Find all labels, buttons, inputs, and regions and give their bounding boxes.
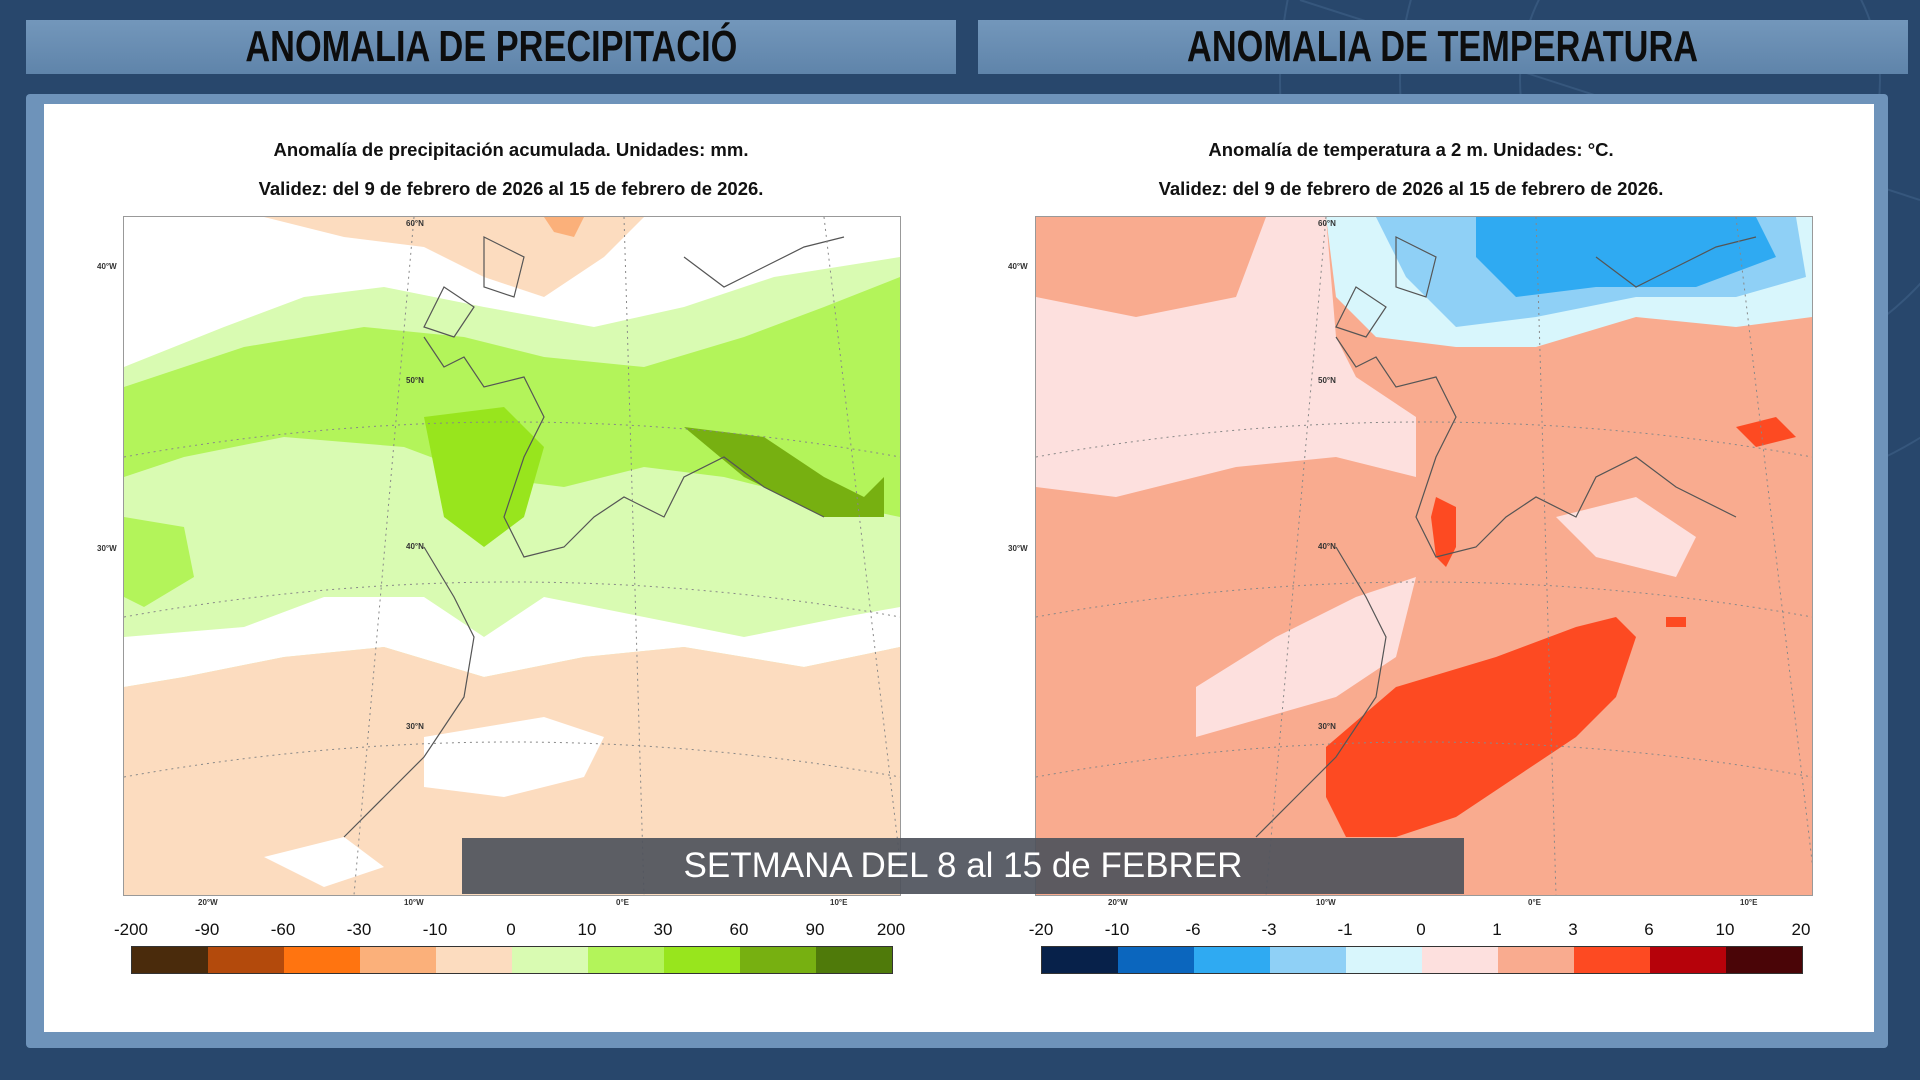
- lon-label-20w: 20°W: [198, 898, 218, 907]
- temp-scale-label: -1: [1337, 920, 1353, 939]
- lat-label-30n: 30°N: [406, 722, 424, 731]
- precip-scale-labels: -200 -90 -60 -30 -10 0 10 30 60 90 200: [114, 920, 905, 940]
- week-caption-text: SETMANA DEL 8 al 15 de FEBRER: [683, 846, 1243, 885]
- precip-scale-label: 60: [729, 920, 749, 939]
- lon-label-10w: 10°W: [404, 898, 424, 907]
- precip-scale-label: -60: [270, 920, 296, 939]
- lat-label-40n: 40°N: [406, 542, 424, 551]
- precip-color-swatch: [588, 947, 664, 973]
- precip-scale-label: 90: [805, 920, 825, 939]
- week-caption: SETMANA DEL 8 al 15 de FEBRER: [462, 838, 1464, 894]
- temp-scale-label: -20: [1028, 920, 1054, 939]
- precip-scale-label: -200: [113, 920, 149, 939]
- lat-label-60n-right: 60°N: [1318, 219, 1336, 228]
- temp-scale-label: 20: [1791, 920, 1811, 939]
- lon-label-30w-right: 30°W: [1008, 544, 1028, 553]
- lat-label-60n: 60°N: [406, 219, 424, 228]
- temp-scale-label: 1: [1492, 920, 1502, 939]
- temp-scale-label: 3: [1568, 920, 1578, 939]
- temp-color-swatch: [1194, 947, 1270, 973]
- lon-label-0e: 0°E: [616, 898, 629, 907]
- temp-scale-label: -10: [1104, 920, 1130, 939]
- lon-label-30w: 30°W: [97, 544, 117, 553]
- precip-scale-label: 0: [506, 920, 516, 939]
- temp-color-swatch: [1042, 947, 1118, 973]
- temp-scale-label: -3: [1261, 920, 1277, 939]
- temp-scale-labels: -20 -10 -6 -3 -1 0 1 3 6 10 20: [1029, 920, 1811, 940]
- temp-color-swatch: [1422, 947, 1498, 973]
- precip-colorbar: [131, 946, 893, 974]
- temp-scale-label: 0: [1416, 920, 1426, 939]
- temp-scale-label: 6: [1644, 920, 1654, 939]
- precip-scale-label: 10: [577, 920, 597, 939]
- temp-color-swatch: [1270, 947, 1346, 973]
- precip-color-swatch: [284, 947, 360, 973]
- precip-color-swatch: [512, 947, 588, 973]
- precip-color-swatch: [360, 947, 436, 973]
- lon-label-10w-right: 10°W: [1316, 898, 1336, 907]
- lat-label-30n-right: 30°N: [1318, 722, 1336, 731]
- precip-scale-label: 30: [653, 920, 673, 939]
- temp-map-title: Anomalía de temperatura a 2 m. Unidades:…: [1208, 139, 1614, 160]
- precip-color-swatch: [208, 947, 284, 973]
- temp-color-swatch: [1650, 947, 1726, 973]
- precip-map-validity: Validez: del 9 de febrero de 2026 al 15 …: [258, 178, 764, 199]
- temp-color-swatch: [1346, 947, 1422, 973]
- lon-label-0e-right: 0°E: [1528, 898, 1541, 907]
- precip-color-swatch: [436, 947, 512, 973]
- lat-label-40n-right: 40°N: [1318, 542, 1336, 551]
- precip-scale-label: -10: [422, 920, 448, 939]
- precip-color-swatch: [664, 947, 740, 973]
- lon-label-20w-right: 20°W: [1108, 898, 1128, 907]
- temperature-anomaly-map: [1035, 216, 1813, 896]
- precip-color-swatch: [740, 947, 816, 973]
- precip-scale-label: 200: [876, 920, 906, 939]
- precipitation-anomaly-map: [123, 216, 901, 896]
- temp-color-swatch: [1498, 947, 1574, 973]
- temp-color-swatch: [1574, 947, 1650, 973]
- temp-scale-label: -6: [1185, 920, 1201, 939]
- lat-label-50n: 50°N: [406, 376, 424, 385]
- temp-map-validity: Validez: del 9 de febrero de 2026 al 15 …: [1158, 178, 1664, 199]
- precipitation-header: ANOMALIA DE PRECIPITACIÓ: [26, 20, 956, 74]
- temp-color-swatch: [1726, 947, 1802, 973]
- precip-map-title: Anomalía de precipitación acumulada. Uni…: [273, 139, 749, 160]
- lat-label-50n-right: 50°N: [1318, 376, 1336, 385]
- precip-color-swatch: [132, 947, 208, 973]
- precip-scale-label: -90: [194, 920, 220, 939]
- precip-color-swatch: [816, 947, 892, 973]
- precipitation-header-text: ANOMALIA DE PRECIPITACIÓ: [245, 22, 737, 71]
- temp-scale-label: 10: [1715, 920, 1735, 939]
- temperature-header-text: ANOMALIA DE TEMPERATURA: [1187, 22, 1699, 71]
- temp-color-swatch: [1118, 947, 1194, 973]
- lon-label-10e: 10°E: [830, 898, 848, 907]
- temperature-header: ANOMALIA DE TEMPERATURA: [978, 20, 1908, 74]
- lon-label-40w: 40°W: [97, 262, 117, 271]
- lon-label-10e-right: 10°E: [1740, 898, 1758, 907]
- lon-label-40w-right: 40°W: [1008, 262, 1028, 271]
- precip-scale-label: -30: [346, 920, 372, 939]
- temp-colorbar: [1041, 946, 1803, 974]
